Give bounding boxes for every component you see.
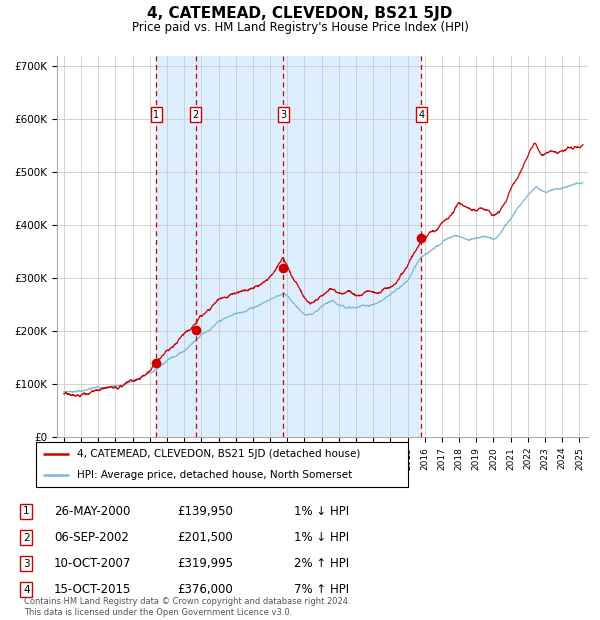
Text: 06-SEP-2002: 06-SEP-2002 <box>54 531 129 544</box>
Text: HPI: Average price, detached house, North Somerset: HPI: Average price, detached house, Nort… <box>77 469 352 480</box>
Text: 7% ↑ HPI: 7% ↑ HPI <box>294 583 349 596</box>
Text: 1% ↓ HPI: 1% ↓ HPI <box>294 505 349 518</box>
Text: 10-OCT-2007: 10-OCT-2007 <box>54 557 131 570</box>
Text: 4: 4 <box>23 585 30 595</box>
Text: 3: 3 <box>280 110 286 120</box>
Text: 2% ↑ HPI: 2% ↑ HPI <box>294 557 349 570</box>
Text: 1: 1 <box>23 507 30 516</box>
Text: 4: 4 <box>418 110 424 120</box>
Text: £376,000: £376,000 <box>177 583 233 596</box>
Text: £201,500: £201,500 <box>177 531 233 544</box>
Text: 1% ↓ HPI: 1% ↓ HPI <box>294 531 349 544</box>
Text: Price paid vs. HM Land Registry's House Price Index (HPI): Price paid vs. HM Land Registry's House … <box>131 21 469 34</box>
Text: 2: 2 <box>193 110 199 120</box>
Text: 4, CATEMEAD, CLEVEDON, BS21 5JD (detached house): 4, CATEMEAD, CLEVEDON, BS21 5JD (detache… <box>77 449 360 459</box>
Text: £139,950: £139,950 <box>177 505 233 518</box>
Text: £319,995: £319,995 <box>177 557 233 570</box>
Text: Contains HM Land Registry data © Crown copyright and database right 2024.
This d: Contains HM Land Registry data © Crown c… <box>24 598 350 617</box>
Text: 4, CATEMEAD, CLEVEDON, BS21 5JD: 4, CATEMEAD, CLEVEDON, BS21 5JD <box>148 6 452 21</box>
Text: 1: 1 <box>153 110 160 120</box>
Bar <box>157 56 421 437</box>
Text: 15-OCT-2015: 15-OCT-2015 <box>54 583 131 596</box>
FancyBboxPatch shape <box>36 442 408 487</box>
Text: 26-MAY-2000: 26-MAY-2000 <box>54 505 130 518</box>
Text: 2: 2 <box>23 533 30 542</box>
Text: 3: 3 <box>23 559 30 569</box>
